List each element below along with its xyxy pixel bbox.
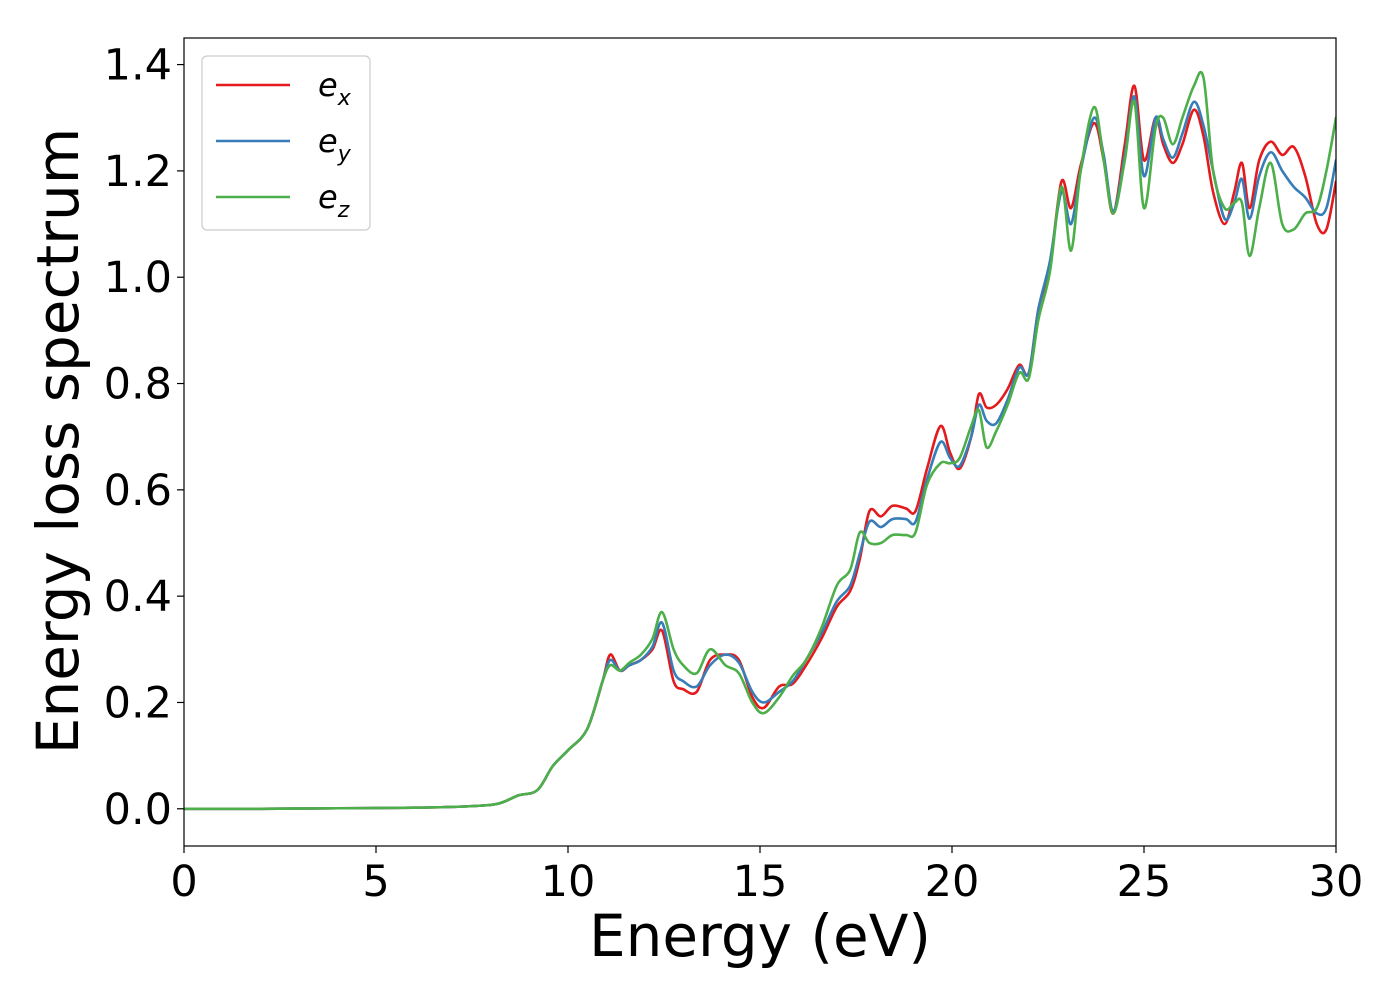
plot-area (184, 70, 1336, 811)
legend-label-x: ex (318, 66, 352, 111)
legend-label-z: ez (318, 178, 350, 223)
y-tick-label: 0.2 (104, 678, 172, 728)
y-tick-label: 1.0 (104, 253, 172, 303)
x-tick-label: 30 (1309, 857, 1364, 907)
x-axis-title: Energy (eV) (589, 902, 931, 970)
x-tick-label: 25 (1117, 857, 1172, 907)
x-tick-label: 0 (170, 857, 197, 907)
legend: ex ey ez (201, 55, 371, 231)
y-tick-label: 0.8 (104, 360, 172, 410)
y-axis-title: Energy loss spectrum (24, 128, 92, 754)
y-tick-label: 0.6 (104, 466, 172, 516)
series-line-z (184, 70, 1336, 811)
x-tick-label: 15 (733, 857, 788, 907)
x-tick-label: 20 (925, 857, 980, 907)
x-tick-label: 10 (541, 857, 596, 907)
y-tick-label: 0.4 (104, 572, 172, 622)
y-tick-label: 1.4 (104, 41, 172, 91)
legend-box (201, 55, 371, 231)
y-tick-label: 1.2 (104, 147, 172, 197)
legend-label-y: ey (318, 122, 352, 167)
y-tick-label: 0.0 (104, 785, 172, 835)
axes: 0 5 10 15 20 25 30 0.0 0.2 0.4 0.6 0.8 1.0 1.2 1.4 (104, 37, 1364, 907)
x-tick-label: 5 (362, 857, 389, 907)
